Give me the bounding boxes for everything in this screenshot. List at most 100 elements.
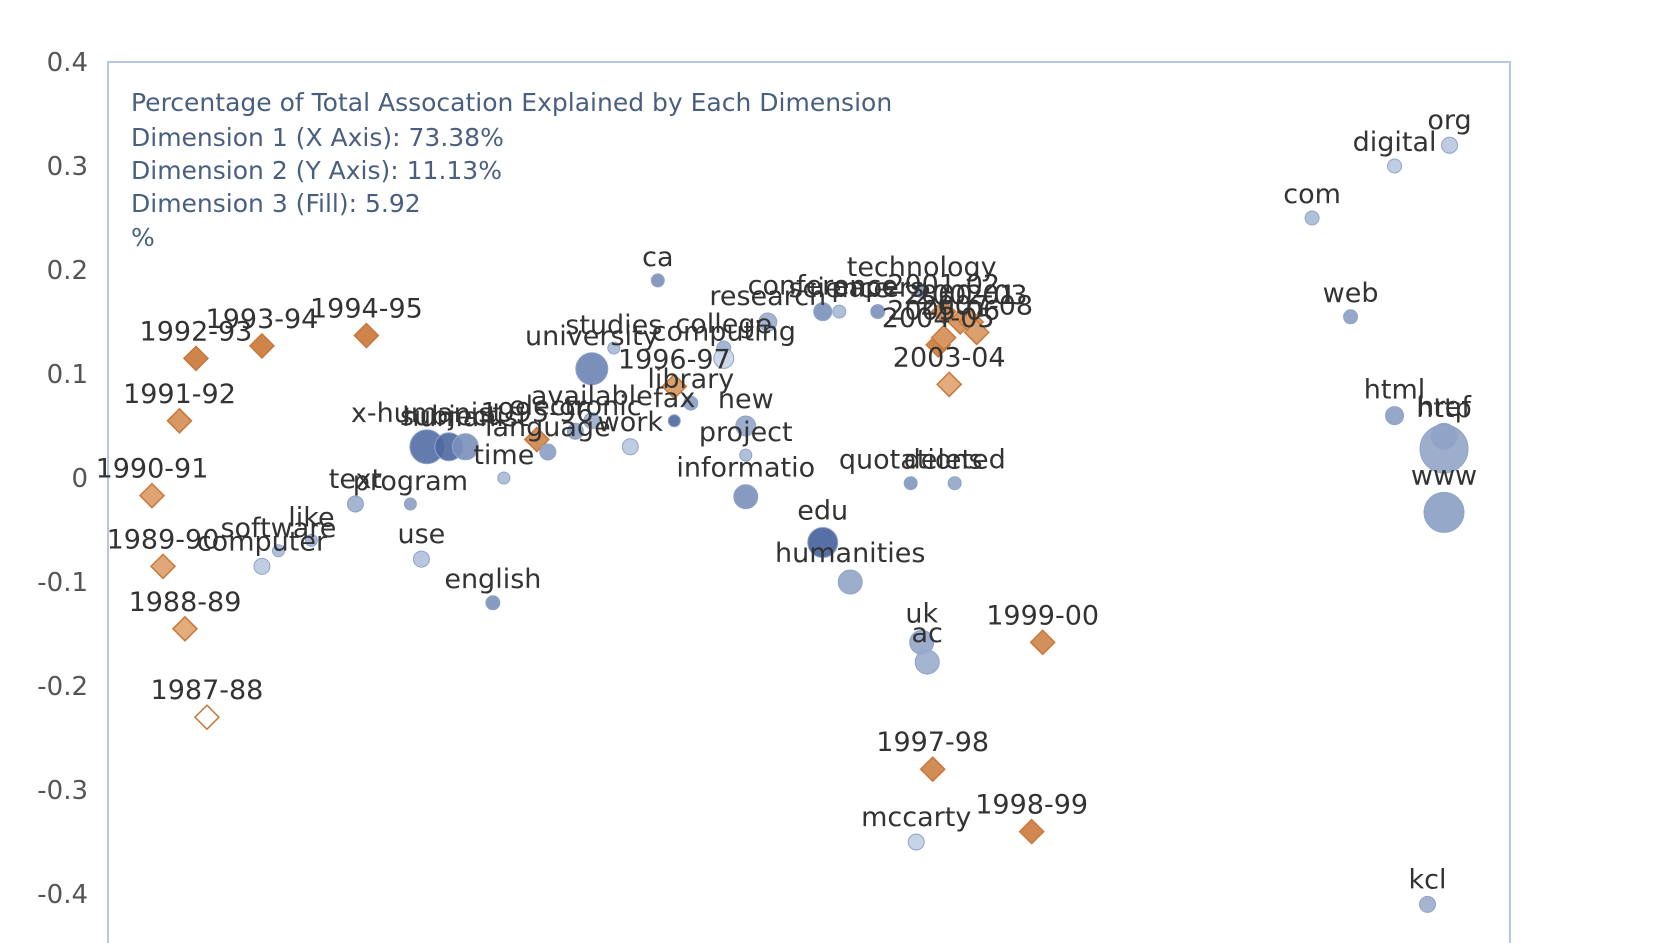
word-point xyxy=(914,283,930,299)
year-point xyxy=(661,373,688,400)
word-point xyxy=(739,448,753,462)
point-label: 2005-06 xyxy=(887,296,1000,327)
point-label: new xyxy=(718,384,774,415)
year-point xyxy=(149,553,177,580)
point-label: like xyxy=(288,502,334,533)
word-point xyxy=(713,347,735,369)
plot-area xyxy=(107,61,1511,943)
word-point xyxy=(412,550,430,568)
point-label: 1990-91 xyxy=(96,454,209,485)
point-label: subject xyxy=(400,401,498,432)
point-label: href xyxy=(1417,391,1472,422)
point-label: work xyxy=(598,407,664,438)
word-point xyxy=(1419,424,1469,474)
word-point xyxy=(914,649,940,675)
point-label: college xyxy=(675,309,772,340)
word-point xyxy=(832,304,847,319)
point-label: 1988-89 xyxy=(129,587,242,618)
year-point xyxy=(1018,818,1045,845)
info-line: Percentage of Total Assocation Explained… xyxy=(131,88,892,117)
year-point xyxy=(1029,629,1056,656)
word-point xyxy=(903,476,918,491)
year-point xyxy=(193,704,221,731)
word-point xyxy=(497,471,511,485)
point-label: computer xyxy=(197,526,328,557)
point-label: humanist xyxy=(402,402,528,433)
word-point xyxy=(304,533,318,547)
point-label: edu xyxy=(797,495,848,526)
point-label: project xyxy=(699,417,793,448)
word-point xyxy=(583,412,601,430)
point-label: http xyxy=(1416,393,1471,424)
point-label: html xyxy=(1364,375,1426,406)
word-point xyxy=(485,595,501,611)
year-point xyxy=(138,482,166,509)
word-point xyxy=(907,833,925,851)
word-point xyxy=(1419,895,1437,913)
point-label: english xyxy=(444,564,541,595)
point-label: computing xyxy=(652,316,796,347)
point-label: uk xyxy=(905,598,938,629)
word-point xyxy=(807,526,839,558)
year-point xyxy=(930,324,957,351)
point-label: informatio xyxy=(676,453,815,484)
y-axis-ticks: 0.4 0.3 0.2 0.1 0 -0.1 -0.2 -0.3 -0.4 xyxy=(37,48,88,910)
point-label: time xyxy=(473,440,534,471)
point-label: x-humanist xyxy=(351,398,503,429)
year-point xyxy=(919,756,946,783)
word-point xyxy=(1387,158,1403,174)
word-point xyxy=(1423,491,1465,533)
year-point xyxy=(353,322,380,349)
year-point xyxy=(963,319,990,346)
word-point xyxy=(575,352,609,386)
point-label: 2000-01 xyxy=(904,280,1017,311)
point-label: ca xyxy=(642,242,673,273)
word-point xyxy=(539,443,557,461)
point-label: 2001-02 xyxy=(887,270,1000,301)
y-tick-label: -0.1 xyxy=(37,568,88,598)
word-point xyxy=(1343,309,1359,325)
point-label: deleted xyxy=(904,445,1006,476)
word-point xyxy=(683,395,699,411)
word-point xyxy=(1441,136,1459,154)
word-point xyxy=(253,557,271,575)
point-label: 1995-96 xyxy=(480,398,593,429)
word-point xyxy=(947,476,962,491)
point-label: mccarty xyxy=(861,802,971,833)
word-point xyxy=(271,544,285,558)
point-label: digital xyxy=(1353,127,1437,158)
point-label: 1999-00 xyxy=(986,600,1099,631)
point-label: language xyxy=(485,412,611,443)
point-label: ac xyxy=(912,618,943,649)
point-label: text xyxy=(329,464,382,495)
word-point xyxy=(650,273,665,288)
word-point xyxy=(607,341,621,355)
point-label: 2002-03 xyxy=(915,280,1028,311)
word-point xyxy=(403,497,417,511)
point-label: fax xyxy=(653,383,695,414)
point-label: web xyxy=(1323,278,1379,309)
point-label: kcl xyxy=(1409,864,1447,895)
info-line: Dimension 1 (X Axis): 73.38% xyxy=(131,123,504,152)
word-point xyxy=(566,422,584,440)
year-point xyxy=(182,345,210,372)
y-tick-label: -0.2 xyxy=(37,672,88,702)
point-label: 1996-97 xyxy=(618,344,731,375)
data-labels: 1987-88 1988-89 1989-90 1990-91 1991-92 1992-… xyxy=(96,105,1478,895)
point-label: studies xyxy=(565,310,662,341)
point-label: 1992-93 xyxy=(140,316,253,347)
info-line: Dimension 3 (Fill): 5.92 xyxy=(131,189,421,218)
point-label: 1994-95 xyxy=(310,294,423,325)
point-label: 1997-98 xyxy=(876,727,989,758)
point-label: conference xyxy=(748,271,898,302)
word-point xyxy=(813,302,833,322)
word-point xyxy=(667,414,681,428)
word-point xyxy=(733,484,759,510)
word-point xyxy=(451,433,479,461)
year-point xyxy=(930,298,957,325)
point-label: 1989-90 xyxy=(107,524,220,555)
word-point xyxy=(735,415,757,437)
point-label: 1998-99 xyxy=(975,790,1088,821)
point-label: papers xyxy=(831,273,924,304)
